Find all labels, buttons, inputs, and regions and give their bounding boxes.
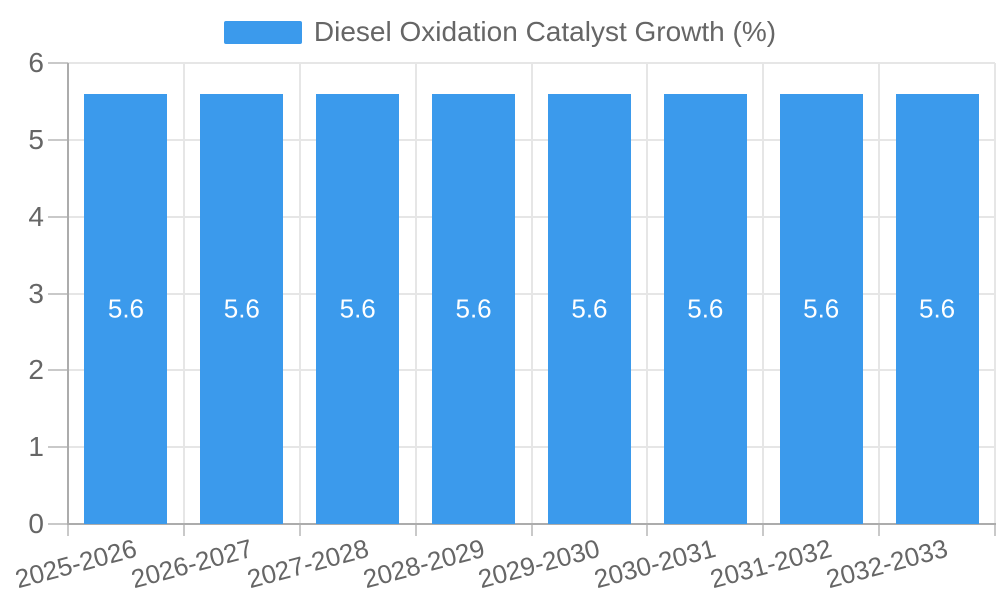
- v-gridline: [298, 63, 301, 524]
- x-tick-mark: [67, 524, 69, 536]
- bar[interactable]: 5.6: [84, 93, 168, 524]
- y-tick-label: 6: [28, 47, 44, 78]
- bar[interactable]: 5.6: [547, 93, 631, 524]
- legend-label: Diesel Oxidation Catalyst Growth (%): [313, 16, 777, 47]
- bar[interactable]: 5.6: [432, 93, 516, 524]
- y-tick-mark: [48, 62, 68, 64]
- x-tick-mark: [878, 524, 881, 536]
- x-tick-mark: [762, 524, 765, 536]
- bar-value-label: 5.6: [107, 293, 145, 324]
- bar-value-label: 5.6: [455, 293, 492, 324]
- legend-item[interactable]: Diesel Oxidation Catalyst Growth (%): [223, 16, 777, 48]
- v-gridline: [994, 63, 996, 524]
- x-tick-mark: [646, 524, 649, 536]
- v-gridline: [762, 63, 765, 524]
- y-tick-label: 0: [28, 508, 44, 539]
- x-tick-mark: [298, 524, 301, 536]
- bar[interactable]: 5.6: [779, 93, 863, 524]
- bar[interactable]: 5.6: [316, 93, 400, 524]
- bar[interactable]: 5.6: [895, 93, 979, 524]
- y-tick-label: 5: [28, 123, 44, 155]
- y-tick-mark: [48, 369, 68, 372]
- bar-value-label: 5.6: [803, 293, 840, 324]
- v-gridline: [414, 63, 417, 524]
- x-tick-mark: [182, 524, 185, 536]
- y-tick-label: 3: [28, 277, 44, 309]
- bar[interactable]: 5.6: [663, 93, 747, 524]
- bar[interactable]: 5.6: [200, 93, 284, 524]
- x-tick-mark: [414, 524, 417, 536]
- x-axis-line: [67, 523, 996, 525]
- v-gridline: [878, 63, 881, 524]
- y-tick-mark: [48, 138, 68, 141]
- bar-value-label: 5.6: [571, 293, 608, 324]
- bar-value-label: 5.6: [339, 293, 376, 324]
- v-gridline: [530, 63, 533, 524]
- x-tick-mark: [994, 524, 996, 536]
- y-tick-mark: [48, 523, 68, 525]
- y-tick-mark: [48, 215, 68, 218]
- bar-value-label: 5.6: [223, 293, 260, 324]
- v-gridline: [182, 63, 185, 524]
- legend: Diesel Oxidation Catalyst Growth (%): [0, 16, 1000, 48]
- y-tick-mark: [48, 446, 68, 449]
- y-tick-mark: [48, 292, 68, 295]
- legend-swatch-icon: [223, 20, 302, 44]
- y-tick-label: 1: [28, 431, 44, 463]
- v-gridline: [646, 63, 649, 524]
- bar-value-label: 5.6: [687, 293, 724, 324]
- bar-value-label: 5.6: [918, 293, 956, 324]
- y-axis-line: [67, 63, 69, 524]
- y-tick-label: 4: [28, 200, 44, 232]
- x-tick-mark: [530, 524, 533, 536]
- y-tick-label: 2: [28, 354, 44, 386]
